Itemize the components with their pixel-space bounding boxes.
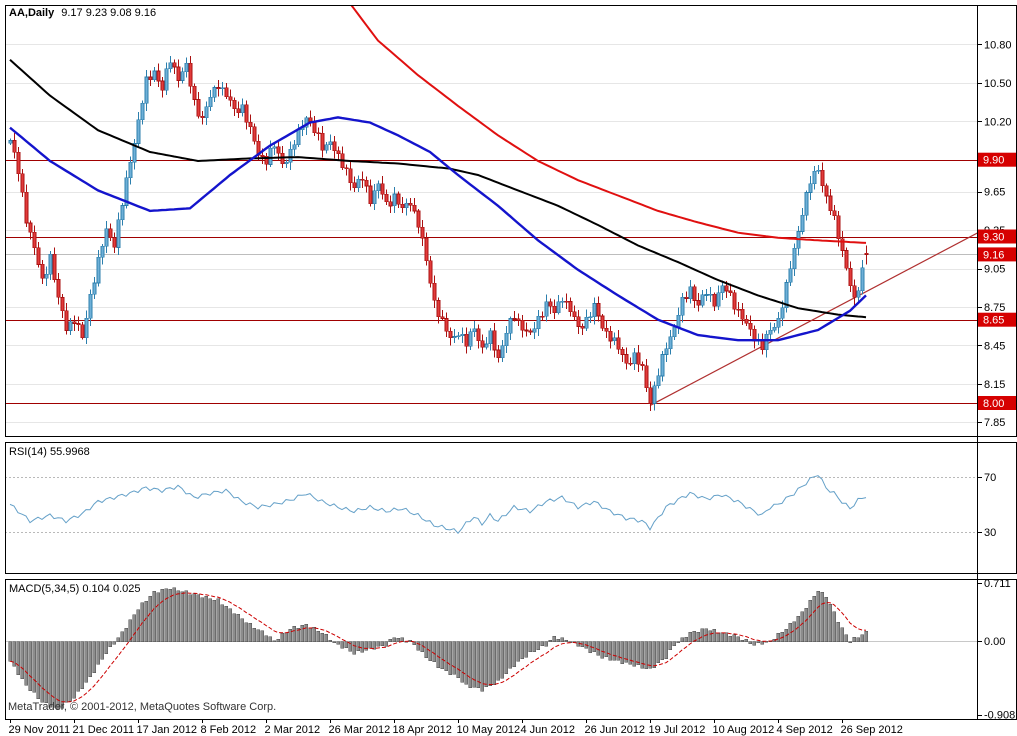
- svg-text:8.45: 8.45: [984, 340, 1005, 352]
- price-tag: [978, 229, 1016, 244]
- macd-scale[interactable]: 0.711 0.00 -0.908: [977, 578, 1016, 722]
- price-tag: [978, 247, 1016, 262]
- svg-text:9.90: 9.90: [983, 155, 1004, 167]
- svg-text:17 Jan 2012: 17 Jan 2012: [137, 724, 198, 736]
- svg-text:26 Sep 2012: 26 Sep 2012: [841, 724, 903, 736]
- rsi-current-value: 55.9968: [49, 446, 90, 458]
- price-tag: [978, 152, 1016, 167]
- svg-text:10.20: 10.20: [984, 116, 1012, 128]
- svg-text:8.00: 8.00: [983, 398, 1004, 410]
- svg-text:9.05: 9.05: [984, 264, 1005, 276]
- svg-text:9.65: 9.65: [984, 187, 1005, 199]
- price-gridlines: [6, 44, 977, 423]
- svg-text:10.50: 10.50: [984, 78, 1012, 90]
- svg-text:29 Nov 2011: 29 Nov 2011: [9, 724, 71, 736]
- price-panel[interactable]: [5, 3, 978, 423]
- svg-text:18 Apr 2012: 18 Apr 2012: [393, 724, 452, 736]
- svg-text:8 Feb 2012: 8 Feb 2012: [201, 724, 257, 736]
- ohlc-values: 9.17 9.23 9.08 9.16: [61, 7, 157, 19]
- svg-text:21 Dec 2011: 21 Dec 2011: [73, 724, 135, 736]
- svg-text:0.711: 0.711: [984, 578, 1011, 590]
- svg-text:-0.908: -0.908: [984, 710, 1015, 722]
- date-scale[interactable]: 29 Nov 2011 21 Dec 2011 17 Jan 2012 8 Feb 2…: [9, 719, 903, 736]
- svg-text:4 Sep 2012: 4 Sep 2012: [777, 724, 833, 736]
- svg-text:70: 70: [984, 472, 996, 484]
- macd-histogram: [8, 587, 868, 710]
- macd-main-value: 0.104: [82, 583, 110, 595]
- rsi-scale[interactable]: 70 30: [977, 472, 997, 539]
- chart-title: AA,Daily 9.17 9.23 9.08 9.16: [9, 7, 156, 19]
- macd-title: MACD(5,34,5): [9, 583, 80, 595]
- rsi-panel[interactable]: [5, 475, 977, 534]
- symbol-period-label: AA,Daily: [9, 7, 55, 19]
- macd-indicator-label: MACD(5,34,5) 0.104 0.025: [9, 583, 140, 595]
- macd-signal-value: 0.025: [112, 583, 141, 595]
- svg-text:19 Jul 2012: 19 Jul 2012: [649, 724, 706, 736]
- price-scale[interactable]: 10.8010.5010.209.659.359.058.758.458.157…: [977, 39, 1017, 429]
- rsi-title: RSI(14): [9, 446, 47, 458]
- price-tag: [978, 312, 1016, 327]
- price-tag: [978, 396, 1016, 410]
- macd-panel[interactable]: [5, 587, 977, 710]
- svg-text:0.00: 0.00: [984, 636, 1005, 648]
- svg-text:8.75: 8.75: [984, 302, 1005, 314]
- copyright-notice: MetaTrader, © 2001-2012, MetaQuotes Soft…: [8, 701, 277, 713]
- svg-text:10 Aug 2012: 10 Aug 2012: [713, 724, 775, 736]
- svg-text:26 Mar 2012: 26 Mar 2012: [329, 724, 391, 736]
- rsi-indicator-label: RSI(14) 55.9968: [9, 446, 90, 458]
- svg-text:7.85: 7.85: [984, 417, 1005, 429]
- svg-text:4 Jun 2012: 4 Jun 2012: [521, 724, 575, 736]
- ma-blue-line[interactable]: [9, 116, 867, 342]
- svg-text:10 May 2012: 10 May 2012: [457, 724, 521, 736]
- ascending-trendline[interactable]: [649, 232, 978, 407]
- svg-text:9.30: 9.30: [983, 232, 1004, 244]
- svg-text:8.15: 8.15: [984, 379, 1005, 391]
- svg-text:10.80: 10.80: [984, 39, 1012, 51]
- ma-red-line[interactable]: [350, 3, 867, 244]
- rsi-line: [9, 475, 867, 534]
- svg-text:30: 30: [984, 527, 996, 539]
- svg-text:2 Mar 2012: 2 Mar 2012: [265, 724, 321, 736]
- svg-text:9.16: 9.16: [983, 249, 1004, 261]
- svg-text:26 Jun 2012: 26 Jun 2012: [585, 724, 646, 736]
- ma-black-line[interactable]: [9, 59, 867, 319]
- macd-signal-line: [9, 592, 867, 703]
- svg-text:8.65: 8.65: [983, 315, 1004, 327]
